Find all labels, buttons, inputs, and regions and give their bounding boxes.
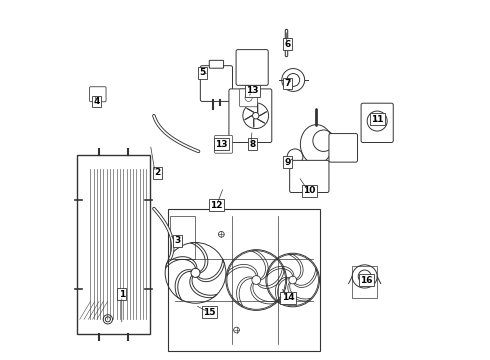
Text: 4: 4 bbox=[94, 97, 100, 106]
Text: 16: 16 bbox=[360, 275, 373, 284]
Ellipse shape bbox=[352, 265, 377, 288]
FancyBboxPatch shape bbox=[229, 89, 272, 143]
Text: 2: 2 bbox=[154, 168, 161, 177]
Text: 1: 1 bbox=[119, 290, 125, 299]
Bar bbox=[170, 216, 195, 258]
Text: 12: 12 bbox=[210, 201, 222, 210]
Bar bbox=[77, 155, 150, 334]
Text: 7: 7 bbox=[285, 79, 291, 88]
Text: 13: 13 bbox=[246, 86, 258, 95]
Text: 9: 9 bbox=[285, 158, 291, 167]
FancyBboxPatch shape bbox=[329, 134, 358, 162]
FancyBboxPatch shape bbox=[90, 87, 106, 102]
Text: 8: 8 bbox=[249, 140, 255, 149]
FancyBboxPatch shape bbox=[290, 160, 329, 193]
Ellipse shape bbox=[300, 125, 333, 164]
Text: 3: 3 bbox=[174, 236, 180, 245]
Text: 11: 11 bbox=[371, 115, 383, 124]
FancyBboxPatch shape bbox=[361, 103, 393, 143]
FancyBboxPatch shape bbox=[236, 50, 268, 85]
FancyBboxPatch shape bbox=[209, 60, 223, 68]
Text: 15: 15 bbox=[203, 308, 216, 317]
FancyBboxPatch shape bbox=[240, 89, 258, 107]
Text: 10: 10 bbox=[303, 186, 316, 195]
Bar bbox=[168, 208, 320, 351]
Text: 6: 6 bbox=[285, 40, 291, 49]
FancyBboxPatch shape bbox=[215, 135, 232, 153]
Text: 5: 5 bbox=[199, 68, 205, 77]
Bar bbox=[352, 266, 377, 298]
FancyBboxPatch shape bbox=[200, 66, 232, 102]
Text: 13: 13 bbox=[216, 140, 228, 149]
Text: 14: 14 bbox=[282, 293, 294, 302]
